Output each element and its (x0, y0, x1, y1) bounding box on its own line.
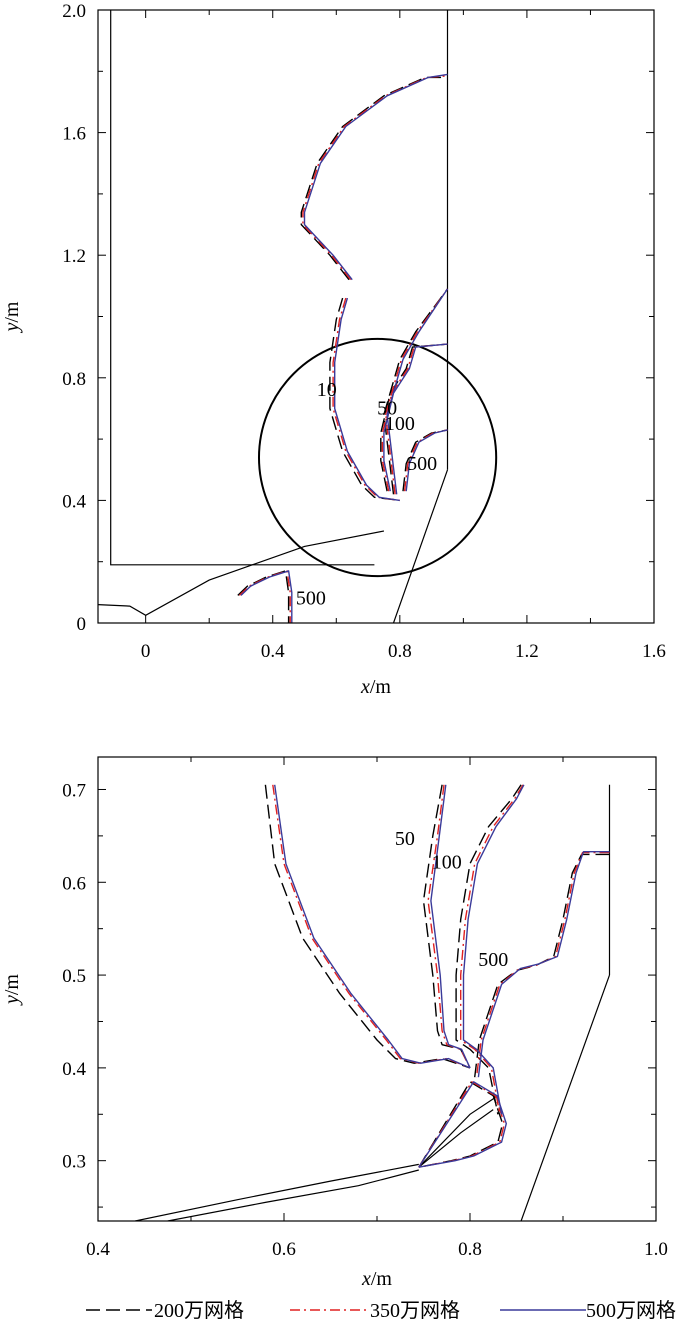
plot-area: 50 100 500 (135, 784, 611, 1221)
y-axis-label-var: y (1, 995, 23, 1006)
oblique-shock-2 (418, 1109, 494, 1168)
y-tick-label-3: 1.2 (62, 246, 86, 267)
axes: 0 0.4 0.8 1.2 1.6 0 0.4 0.8 1.2 1.6 2.0 (62, 1, 666, 662)
x-axis-label-var: x (360, 676, 370, 698)
ramp (392, 469, 449, 623)
series-2-line-1 (303, 73, 448, 281)
y-tick-label-2: 0.8 (62, 369, 86, 390)
y-axis-label-var: y (1, 323, 23, 334)
series-0-line-3 (474, 853, 610, 1078)
series-2-line-1 (430, 784, 471, 1069)
contour-label-2: 500 (478, 949, 508, 971)
x-axis-label-unit: /m (370, 676, 392, 698)
y-tick-label-0: 0 (77, 614, 87, 635)
x-axis-label-var: x (361, 1268, 371, 1290)
x-tick-label-3: 1.2 (515, 641, 539, 662)
lower-wall (98, 530, 385, 616)
ramp (520, 974, 611, 1221)
lower-wall-lower (167, 1169, 419, 1221)
x-axis-label-unit: /m (371, 1268, 393, 1290)
series-0-line-1 (422, 784, 471, 1069)
x-axis-label: x/m (361, 1268, 392, 1290)
series-0-line-3 (383, 288, 449, 495)
y-tick-label-2: 0.5 (62, 966, 86, 987)
plot-content: 50 100 500 (135, 784, 611, 1221)
contour-label-4: 500 (296, 588, 326, 610)
axes: 0.4 0.6 0.8 1.0 0.3 0.4 0.5 0.6 0.7 (62, 756, 668, 1260)
y-axis-label-unit: /m (1, 301, 23, 323)
plot-frame (97, 756, 657, 1222)
y-tick-label-1: 0.4 (62, 1059, 86, 1080)
series-2-line-3 (477, 851, 610, 1078)
x-tick-label-1: 0.4 (261, 641, 285, 662)
series-2-line-4 (405, 429, 448, 492)
contour-label-3: 500 (407, 453, 437, 475)
legend: 200万网格 350万网格 500万网格 (86, 1299, 676, 1322)
oblique-shock-1 (418, 1095, 499, 1168)
x-tick-label-4: 1.6 (642, 641, 666, 662)
series-2-line-0 (274, 784, 471, 1069)
y-tick-label-4: 0.7 (62, 780, 86, 801)
series-1-line-1 (302, 75, 448, 281)
contour-label-1: 100 (432, 851, 462, 873)
y-axis-label: y/m (1, 301, 23, 333)
contour-label-0: 50 (395, 828, 415, 850)
contour-label-1: 50 (377, 398, 397, 420)
legend-label-0: 200万网格 (154, 1299, 244, 1322)
x-tick-label-1: 0.6 (272, 1239, 296, 1260)
series-0-line-0 (329, 297, 400, 502)
series-2-line-5 (240, 570, 293, 623)
series-0-line-1 (300, 76, 448, 281)
outer-boundary (110, 10, 375, 566)
zoom-circle (257, 337, 498, 578)
y-tick-label-0: 0.3 (62, 1152, 86, 1173)
x-tick-label-0: 0 (141, 641, 151, 662)
series-1-line-0 (332, 297, 400, 502)
series-0-line-0 (264, 784, 471, 1069)
legend-label-1: 350万网格 (370, 1299, 460, 1322)
y-tick-label-1: 0.4 (62, 491, 86, 512)
series-2-line-2 (462, 784, 525, 1115)
x-tick-label-3: 1.0 (644, 1239, 668, 1260)
y-tick-label-3: 0.6 (62, 873, 86, 894)
contour-label-2: 100 (385, 413, 415, 435)
legend-label-2: 500万网格 (586, 1299, 676, 1322)
series-2-line-0 (334, 297, 400, 502)
contour-label-0: 10 (317, 379, 337, 401)
series-2-line-3 (386, 288, 449, 495)
y-axis-label-unit: /m (1, 974, 23, 996)
series-0-line-2 (380, 343, 448, 492)
y-axis-label: y/m (1, 974, 23, 1006)
x-tick-label-2: 0.8 (388, 641, 412, 662)
series-1-line-3 (384, 288, 449, 495)
y-tick-label-5: 2.0 (62, 1, 86, 22)
chart-zoomed-region: 50 100 500 0.4 0.6 0.8 1.0 0.3 0.4 0.5 0.6 0.7 x/m… (1, 756, 668, 1290)
x-tick-label-2: 0.8 (458, 1239, 482, 1260)
series-0-line-4 (402, 429, 448, 492)
x-axis-label: x/m (360, 676, 391, 698)
x-tick-label-0: 0.4 (86, 1239, 110, 1260)
y-tick-label-4: 1.6 (62, 124, 86, 145)
lower-wall-upper (135, 1163, 419, 1221)
series-2-line-4 (418, 1081, 507, 1168)
